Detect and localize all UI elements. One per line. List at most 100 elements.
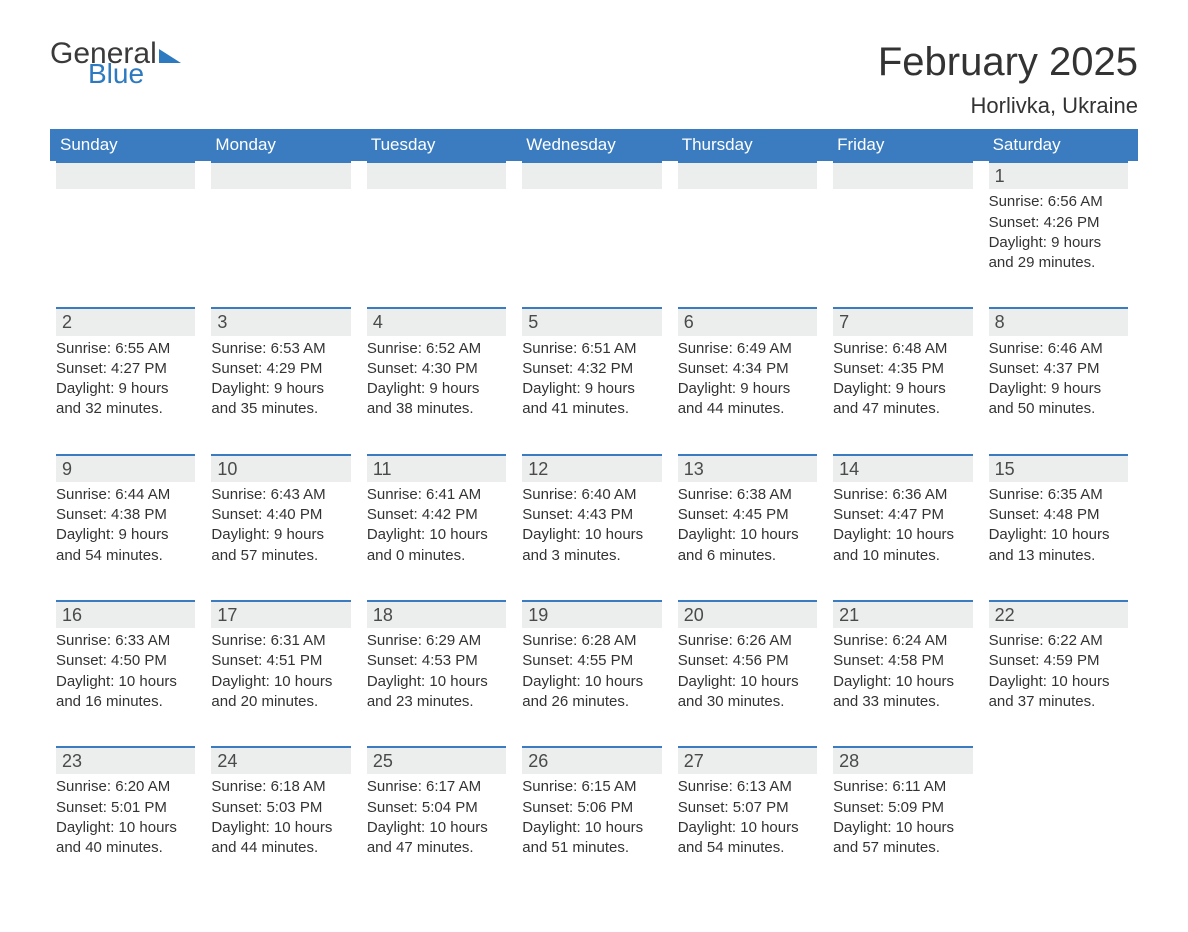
- daylight-text: Daylight: 10 hours and 33 minutes.: [833, 672, 972, 713]
- calendar-day-cell: 26Sunrise: 6:15 AMSunset: 5:06 PMDayligh…: [516, 746, 671, 862]
- calendar-day-cell: 16 Sunrise: 6:33 AMSunset: 4:50 PMDayligh…: [50, 600, 205, 716]
- day-number: 5: [522, 307, 661, 335]
- calendar-week: 9Sunrise: 6:44 AMSunset: 4:38 PMDaylight…: [50, 454, 1138, 570]
- sunset-text: Sunset: 4:51 PM: [211, 651, 350, 671]
- calendar-day-cell: 14Sunrise: 6:36 AMSunset: 4:47 PMDayligh…: [827, 454, 982, 570]
- day-number: 16: [56, 600, 195, 628]
- sunrise-text: Sunrise: 6:20 AM: [56, 777, 195, 797]
- sunset-text: Sunset: 4:59 PM: [989, 651, 1128, 671]
- calendar-day-cell: 28Sunrise: 6:11 AMSunset: 5:09 PMDayligh…: [827, 746, 982, 862]
- calendar-day-cell: [983, 746, 1138, 862]
- calendar-day-cell: 13Sunrise: 6:38 AMSunset: 4:45 PMDayligh…: [672, 454, 827, 570]
- daylight-text: Daylight: 10 hours and 23 minutes.: [367, 672, 506, 713]
- sunrise-text: Sunrise: 6:22 AM: [989, 631, 1128, 651]
- day-number: 9: [56, 454, 195, 482]
- dow-cell: Thursday: [672, 129, 827, 161]
- sunset-text: Sunset: 4:40 PM: [211, 505, 350, 525]
- sunrise-text: Sunrise: 6:13 AM: [678, 777, 817, 797]
- sunset-text: Sunset: 4:29 PM: [211, 359, 350, 379]
- sunrise-text: Sunrise: 6:46 AM: [989, 339, 1128, 359]
- daylight-text: Daylight: 10 hours and 16 minutes.: [56, 672, 195, 713]
- sunset-text: Sunset: 5:01 PM: [56, 798, 195, 818]
- calendar-day-cell: 6Sunrise: 6:49 AMSunset: 4:34 PMDaylight…: [672, 307, 827, 423]
- day-number: 10: [211, 454, 350, 482]
- calendar-week: 1Sunrise: 6:56 AMSunset: 4:26 PMDaylight…: [50, 161, 1138, 277]
- sunrise-text: Sunrise: 6:33 AM: [56, 631, 195, 651]
- sunset-text: Sunset: 4:50 PM: [56, 651, 195, 671]
- calendar-day-cell: 7Sunrise: 6:48 AMSunset: 4:35 PMDaylight…: [827, 307, 982, 423]
- sunrise-text: Sunrise: 6:17 AM: [367, 777, 506, 797]
- location: Horlivka, Ukraine: [878, 93, 1138, 119]
- daylight-text: Daylight: 10 hours and 54 minutes.: [678, 818, 817, 859]
- sunset-text: Sunset: 4:35 PM: [833, 359, 972, 379]
- day-number: 12: [522, 454, 661, 482]
- sunrise-text: Sunrise: 6:35 AM: [989, 485, 1128, 505]
- day-number: 7: [833, 307, 972, 335]
- calendar-day-cell: 5Sunrise: 6:51 AMSunset: 4:32 PMDaylight…: [516, 307, 671, 423]
- daylight-text: Daylight: 9 hours and 35 minutes.: [211, 379, 350, 420]
- sunset-text: Sunset: 4:58 PM: [833, 651, 972, 671]
- daylight-text: Daylight: 9 hours and 38 minutes.: [367, 379, 506, 420]
- sunset-text: Sunset: 4:26 PM: [989, 213, 1128, 233]
- sunrise-text: Sunrise: 6:18 AM: [211, 777, 350, 797]
- sunset-text: Sunset: 4:43 PM: [522, 505, 661, 525]
- sunrise-text: Sunrise: 6:28 AM: [522, 631, 661, 651]
- sunrise-text: Sunrise: 6:26 AM: [678, 631, 817, 651]
- day-number: [367, 161, 506, 189]
- sunrise-text: Sunrise: 6:38 AM: [678, 485, 817, 505]
- daylight-text: Daylight: 9 hours and 32 minutes.: [56, 379, 195, 420]
- day-number: 15: [989, 454, 1128, 482]
- sunset-text: Sunset: 5:04 PM: [367, 798, 506, 818]
- daylight-text: Daylight: 10 hours and 3 minutes.: [522, 525, 661, 566]
- sunset-text: Sunset: 4:38 PM: [56, 505, 195, 525]
- day-number: 4: [367, 307, 506, 335]
- day-number: [56, 161, 195, 189]
- calendar-week: 2Sunrise: 6:55 AMSunset: 4:27 PMDaylight…: [50, 307, 1138, 423]
- sunset-text: Sunset: 4:37 PM: [989, 359, 1128, 379]
- dow-cell: Saturday: [983, 129, 1138, 161]
- sunrise-text: Sunrise: 6:56 AM: [989, 192, 1128, 212]
- calendar-day-cell: 2Sunrise: 6:55 AMSunset: 4:27 PMDaylight…: [50, 307, 205, 423]
- day-number: 17: [211, 600, 350, 628]
- sunrise-text: Sunrise: 6:55 AM: [56, 339, 195, 359]
- sunset-text: Sunset: 4:47 PM: [833, 505, 972, 525]
- sunrise-text: Sunrise: 6:40 AM: [522, 485, 661, 505]
- calendar-day-cell: 17Sunrise: 6:31 AMSunset: 4:51 PMDayligh…: [205, 600, 360, 716]
- sunrise-text: Sunrise: 6:29 AM: [367, 631, 506, 651]
- sunset-text: Sunset: 4:53 PM: [367, 651, 506, 671]
- dow-cell: Tuesday: [361, 129, 516, 161]
- day-number: 25: [367, 746, 506, 774]
- sunset-text: Sunset: 4:42 PM: [367, 505, 506, 525]
- sunset-text: Sunset: 4:56 PM: [678, 651, 817, 671]
- sunrise-text: Sunrise: 6:11 AM: [833, 777, 972, 797]
- calendar-day-cell: 27Sunrise: 6:13 AMSunset: 5:07 PMDayligh…: [672, 746, 827, 862]
- day-number: 3: [211, 307, 350, 335]
- sunrise-text: Sunrise: 6:31 AM: [211, 631, 350, 651]
- dow-cell: Friday: [827, 129, 982, 161]
- sunset-text: Sunset: 4:48 PM: [989, 505, 1128, 525]
- day-number: [833, 161, 972, 189]
- calendar-day-cell: [672, 161, 827, 277]
- day-number: 1: [989, 161, 1128, 189]
- sunset-text: Sunset: 5:07 PM: [678, 798, 817, 818]
- sunrise-text: Sunrise: 6:52 AM: [367, 339, 506, 359]
- logo: General Blue: [50, 40, 181, 87]
- daylight-text: Daylight: 10 hours and 0 minutes.: [367, 525, 506, 566]
- daylight-text: Daylight: 10 hours and 47 minutes.: [367, 818, 506, 859]
- day-number: [211, 161, 350, 189]
- day-number: 8: [989, 307, 1128, 335]
- daylight-text: Daylight: 9 hours and 44 minutes.: [678, 379, 817, 420]
- day-number: 21: [833, 600, 972, 628]
- calendar-day-cell: [827, 161, 982, 277]
- daylight-text: Daylight: 9 hours and 47 minutes.: [833, 379, 972, 420]
- sunrise-text: Sunrise: 6:36 AM: [833, 485, 972, 505]
- sunset-text: Sunset: 4:30 PM: [367, 359, 506, 379]
- logo-text-blue: Blue: [88, 61, 181, 88]
- calendar-day-cell: 21Sunrise: 6:24 AMSunset: 4:58 PMDayligh…: [827, 600, 982, 716]
- calendar-day-cell: 12 Sunrise: 6:40 AMSunset: 4:43 PMDayligh…: [516, 454, 671, 570]
- calendar-day-cell: 19Sunrise: 6:28 AMSunset: 4:55 PMDayligh…: [516, 600, 671, 716]
- daylight-text: Daylight: 9 hours and 54 minutes.: [56, 525, 195, 566]
- day-number: 6: [678, 307, 817, 335]
- calendar-day-cell: [361, 161, 516, 277]
- calendar-day-cell: 15Sunrise: 6:35 AMSunset: 4:48 PMDayligh…: [983, 454, 1138, 570]
